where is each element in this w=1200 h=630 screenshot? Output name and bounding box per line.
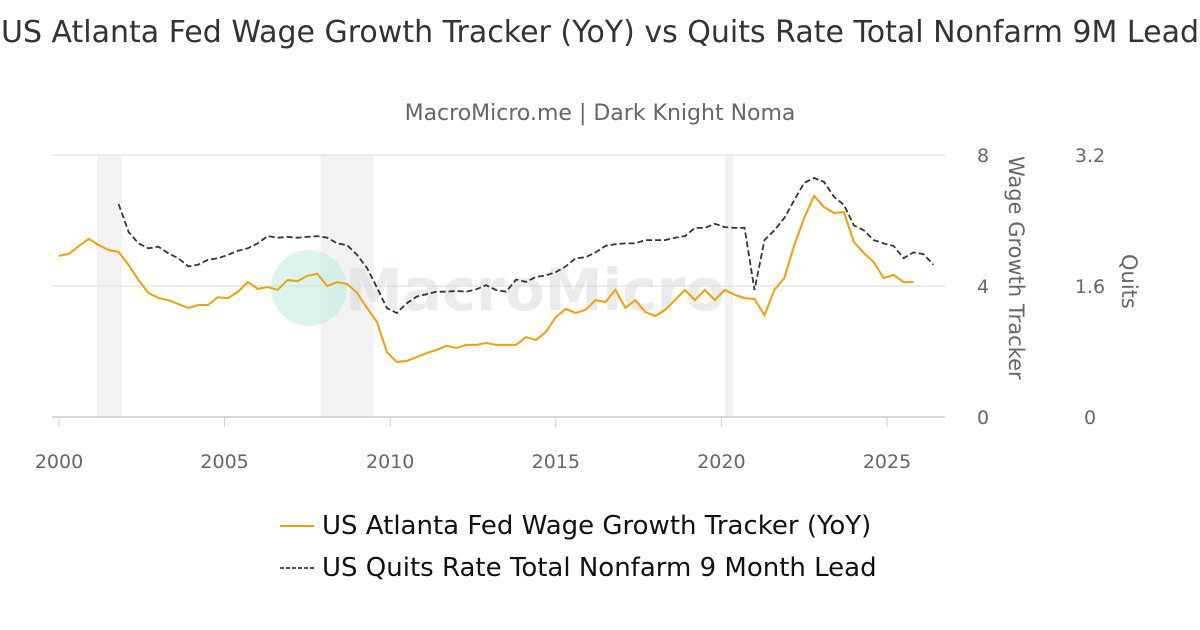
y-right-tick-label: 3.2 [1075, 145, 1105, 167]
y-left-axis-label: Wage Growth Tracker [1004, 156, 1028, 380]
y-left-tick-label: 0 [977, 407, 989, 429]
legend-swatch-wage [280, 525, 314, 527]
x-tick-label: 2015 [532, 451, 580, 473]
series-line-quits [117, 176, 935, 315]
y-right-tick-label: 0 [1084, 407, 1096, 429]
y-left-tick-label: 4 [977, 276, 989, 298]
legend-item-wage[interactable]: US Atlanta Fed Wage Growth Tracker (YoY) [280, 511, 871, 541]
y-left-tick-label: 8 [977, 145, 989, 167]
x-tick-label: 2020 [697, 451, 745, 473]
x-tick-label: 2000 [35, 451, 83, 473]
legend-item-quits[interactable]: US Quits Rate Total Nonfarm 9 Month Lead [280, 553, 877, 583]
series-line-wage-growth [58, 194, 914, 364]
y-axes: 0 4 8 0 1.6 3.2 [977, 145, 1105, 429]
x-axis: 2000 2005 2010 2015 2020 2025 [35, 417, 911, 473]
grid-lines [52, 154, 945, 418]
legend-label-wage: US Atlanta Fed Wage Growth Tracker (YoY) [322, 511, 872, 541]
watermark-logo [271, 250, 347, 326]
legend-swatch-quits [280, 567, 314, 569]
chart-subtitle: MacroMicro.me | Dark Knight Noma [404, 101, 796, 126]
chart-title: US Atlanta Fed Wage Growth Tracker (YoY)… [0, 15, 1199, 50]
watermark-text: MacroMicro [345, 256, 725, 324]
x-tick-label: 2005 [200, 451, 248, 473]
y-right-axis-label: Quits [1117, 254, 1141, 309]
legend-label-quits: US Quits Rate Total Nonfarm 9 Month Lead [322, 553, 877, 583]
y-right-tick-label: 1.6 [1075, 276, 1105, 298]
x-tick-label: 2010 [366, 451, 414, 473]
x-tick-label: 2025 [863, 451, 911, 473]
